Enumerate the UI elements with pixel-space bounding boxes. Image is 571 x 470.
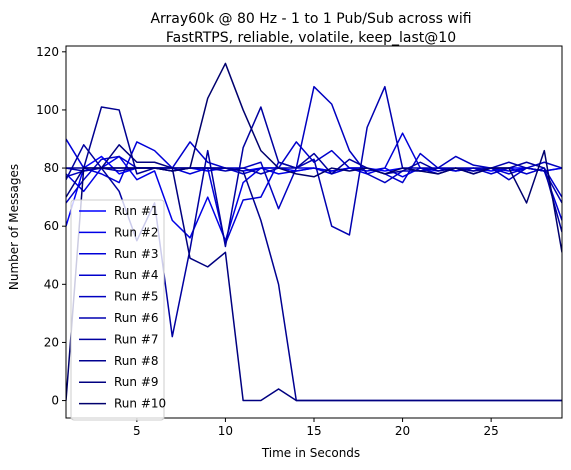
x-tick-label: 15	[306, 424, 321, 438]
y-tick-label: 100	[36, 103, 59, 117]
y-tick-label: 80	[44, 161, 59, 175]
y-tick-label: 0	[51, 394, 59, 408]
series-line-run-9	[66, 144, 562, 402]
y-tick-label: 40	[44, 277, 59, 291]
legend: Run #1 Run #2 Run #3 Run #4 Run #5 Run #6 Run …	[70, 199, 166, 421]
series-line-run-5	[66, 85, 562, 210]
legend-entry: Run #10	[114, 397, 166, 411]
y-axis-label: Number of Messages	[7, 164, 21, 290]
chart-title: Array60k @ 80 Hz - 1 to 1 Pub/Sub across…	[150, 11, 471, 27]
x-tick-label: 5	[133, 424, 141, 438]
legend-entry: Run #2	[114, 225, 159, 239]
x-tick-label: 25	[484, 424, 499, 438]
y-tick-label: 120	[36, 45, 59, 59]
legend-entry: Run #1	[114, 204, 159, 218]
legend-entry: Run #5	[114, 290, 159, 304]
x-axis: 5 10 15 20 25	[133, 418, 499, 438]
legend-entry: Run #3	[114, 247, 159, 261]
legend-entry: Run #7	[114, 332, 159, 346]
chart-subtitle: FastRTPS, reliable, volatile, keep_last@…	[166, 30, 456, 46]
legend-entry: Run #6	[114, 311, 159, 325]
legend-entry: Run #4	[114, 268, 159, 282]
y-tick-label: 20	[44, 335, 59, 349]
legend-entry: Run #8	[114, 354, 159, 368]
legend-box	[70, 199, 165, 421]
y-tick-label: 60	[44, 219, 59, 233]
x-tick-label: 10	[218, 424, 233, 438]
x-tick-label: 20	[395, 424, 410, 438]
series-line-run-10	[66, 62, 562, 401]
x-axis-label: Time in Seconds	[261, 446, 360, 460]
legend-entry: Run #9	[114, 375, 159, 389]
y-axis: 0 20 40 60 80 100 120	[36, 45, 66, 408]
